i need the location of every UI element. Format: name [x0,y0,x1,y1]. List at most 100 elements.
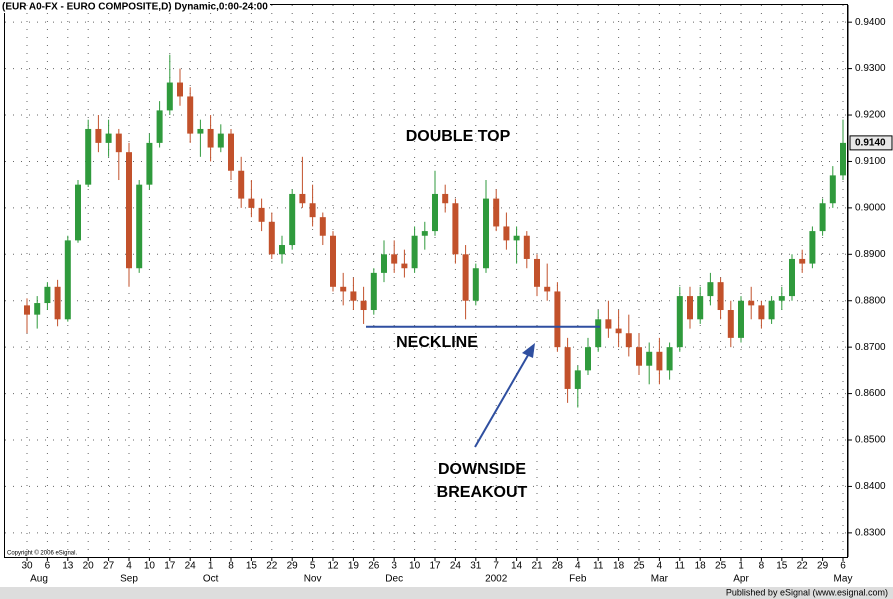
x-tick-label: 25 [715,561,727,572]
candle-body [564,347,571,389]
annotation: DOWNSIDE [438,461,526,478]
x-tick-label: 20 [83,561,95,572]
month-label: Feb [569,574,587,585]
candle-body [258,207,265,222]
x-tick-label: 8 [228,561,234,572]
arrow [474,349,532,448]
candle-body [64,240,71,320]
x-tick-label: 12 [327,561,339,572]
x-tick-label: 11 [593,561,604,572]
candle-body [319,217,326,236]
candle-body [462,254,469,301]
candle-body [85,128,92,185]
candle-body [391,254,398,264]
candle-body [727,310,734,338]
candle-body [748,300,755,306]
candle-body [309,203,316,218]
x-tick-label: 11 [675,561,686,572]
candle-body [819,203,826,232]
month-label: Aug [30,574,48,585]
arrow-head [522,343,535,358]
candle-body [574,370,581,389]
x-tick-label: 21 [531,561,543,572]
month-label: Sep [120,574,138,585]
candles [24,54,846,408]
candle-body [54,286,61,320]
x-tick-label: 1 [738,561,744,572]
x-tick-label: 1 [208,561,214,572]
y-tick-label: 0.8400 [855,481,886,492]
y-tick-label: 0.8700 [855,342,886,353]
x-tick-label: 18 [613,561,625,572]
candle-body [187,96,194,134]
candle-body [75,184,81,241]
candle-body [442,193,449,204]
candle-body [136,184,143,269]
candle-body [350,291,357,301]
x-tick-label: 17 [429,561,441,572]
candle-body [646,351,653,366]
candle-body [156,110,163,143]
candle-body [95,128,102,143]
candle-body [697,296,704,320]
candle-body [513,235,520,241]
candle-body [360,300,367,311]
candle-body [768,300,775,320]
month-label: Apr [733,574,749,585]
candle-body [666,347,673,371]
candle-body [340,286,347,292]
candle-body [105,133,112,143]
y-tick-label: 0.9000 [855,203,886,214]
candle-body [166,82,173,111]
candle-body [605,319,612,329]
candle-body [717,282,724,311]
candle-body [483,198,489,269]
x-tick-label: 5 [310,561,316,572]
copyright: Copyright © 2006 eSignal. [7,550,77,557]
x-tick-label: 29 [287,561,299,572]
y-tick-label: 0.9300 [855,63,886,74]
candle-body [503,226,510,241]
candle-body [472,268,479,301]
x-tick-label: 17 [164,561,176,572]
candle-body [421,231,428,236]
candle-body [217,133,224,148]
candle-body [268,221,275,255]
candle-body [126,152,132,269]
candle-body [370,272,377,311]
y-tick-label: 0.9100 [855,156,886,167]
annotation: BREAKOUT [437,484,528,501]
month-label: May [834,574,853,585]
candle-body [248,198,255,208]
candle-body [625,333,632,348]
candle-body [789,258,795,297]
candle-body [799,258,806,264]
candle-body [177,82,183,97]
candle-body [534,258,540,287]
x-tick-label: 24 [185,561,197,572]
x-tick-label: 4 [657,561,663,572]
candle-body [24,305,30,315]
candle-body [44,286,51,304]
candle-body [778,296,785,301]
x-tick-label: 19 [348,561,360,572]
candle-body [381,254,387,273]
footer: Published by eSignal (www.esignal.com) [726,587,888,597]
x-tick-label: 8 [759,561,765,572]
candle-body [34,303,41,315]
candle-body [585,347,591,371]
candle-body [493,198,500,227]
x-tick-label: 10 [409,561,421,572]
y-tick-label: 0.8900 [855,249,886,260]
candle-body [676,296,683,348]
candle-body [432,193,438,232]
x-tick-label: 15 [776,561,788,572]
candle-body [615,328,622,334]
x-tick-label: 13 [62,561,74,572]
x-tick-label: 31 [470,561,482,572]
candle-body [401,263,408,269]
candle-body [687,296,693,320]
x-tick-label: 6 [45,561,51,572]
